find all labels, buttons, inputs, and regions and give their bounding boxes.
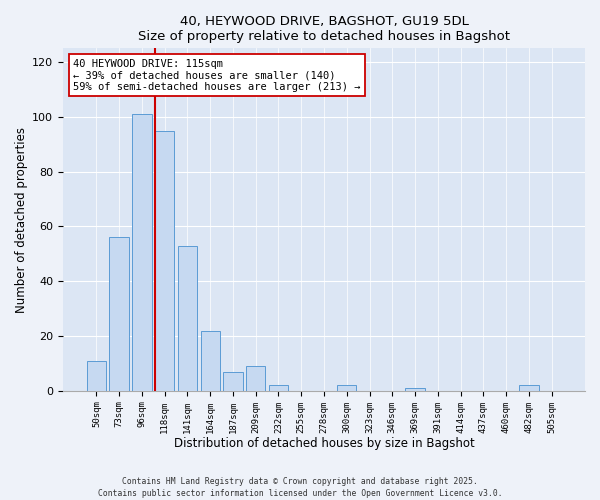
Bar: [269, 386, 288, 391]
Bar: [178, 246, 197, 391]
Text: 40 HEYWOOD DRIVE: 115sqm
← 39% of detached houses are smaller (140)
59% of semi-: 40 HEYWOOD DRIVE: 115sqm ← 39% of detach…: [73, 58, 361, 92]
Bar: [200, 330, 220, 391]
Bar: [246, 366, 265, 391]
Bar: [519, 386, 539, 391]
Bar: [406, 388, 425, 391]
Text: Contains HM Land Registry data © Crown copyright and database right 2025.
Contai: Contains HM Land Registry data © Crown c…: [98, 476, 502, 498]
Bar: [337, 386, 356, 391]
Bar: [155, 130, 175, 391]
Bar: [132, 114, 152, 391]
X-axis label: Distribution of detached houses by size in Bagshot: Distribution of detached houses by size …: [173, 437, 475, 450]
Title: 40, HEYWOOD DRIVE, BAGSHOT, GU19 5DL
Size of property relative to detached house: 40, HEYWOOD DRIVE, BAGSHOT, GU19 5DL Siz…: [138, 15, 510, 43]
Bar: [223, 372, 242, 391]
Y-axis label: Number of detached properties: Number of detached properties: [15, 126, 28, 312]
Bar: [109, 238, 129, 391]
Bar: [87, 360, 106, 391]
